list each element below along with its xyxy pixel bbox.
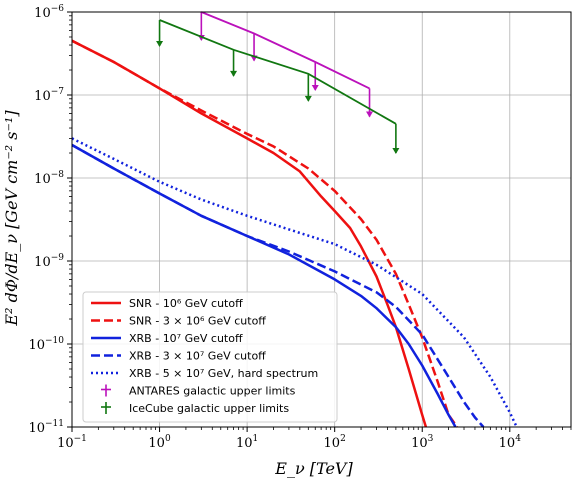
ticks-group: 10−1 100 101 102 103 104 10−11 10−10 10−9 10−8 10−… bbox=[28, 4, 572, 451]
y-tick-label: 10−10 bbox=[28, 336, 64, 353]
x-axis-label: E_ν [TeV] bbox=[274, 459, 353, 478]
upper-limit-arrowhead bbox=[311, 84, 319, 91]
upper-limit-arrowhead bbox=[392, 148, 400, 155]
legend-label: ANTARES galactic upper limits bbox=[129, 385, 296, 398]
x-tick-label: 101 bbox=[236, 434, 258, 451]
upper-limit-arrowhead bbox=[366, 111, 374, 118]
x-tick-label: 102 bbox=[324, 434, 346, 451]
y-tick-label: 10−7 bbox=[34, 87, 64, 104]
legend-label: XRB - 10⁷ GeV cutoff bbox=[129, 332, 243, 345]
legend: SNR - 10⁶ GeV cutoff SNR - 3 × 10⁶ GeV cu… bbox=[82, 291, 338, 423]
series-line bbox=[71, 39, 428, 428]
y-tick-label: 10−6 bbox=[34, 4, 64, 21]
y-tick-label: 10−8 bbox=[34, 170, 64, 187]
legend-box bbox=[82, 291, 338, 423]
series-line bbox=[71, 143, 457, 428]
legend-label: SNR - 3 × 10⁶ GeV cutoff bbox=[129, 315, 266, 328]
upper-limit-arrowhead bbox=[156, 40, 164, 47]
upper-limits-group bbox=[156, 11, 400, 155]
y-axis-label: E² dΦ/dE_ν [GeV cm⁻² s⁻¹] bbox=[2, 110, 21, 327]
upper-limit-arrowhead bbox=[230, 70, 238, 77]
y-tick-label: 10−9 bbox=[34, 253, 64, 270]
series-group bbox=[71, 39, 518, 428]
upper-limit-arrowhead bbox=[304, 95, 312, 102]
legend-label: XRB - 5 × 10⁷ GeV, hard spectrum bbox=[129, 367, 318, 380]
legend-label: IceCube galactic upper limits bbox=[129, 402, 289, 415]
upper-limit-line bbox=[200, 11, 370, 90]
legend-label: XRB - 3 × 10⁷ GeV cutoff bbox=[129, 350, 266, 363]
y-tick-label: 10−11 bbox=[28, 419, 64, 436]
x-tick-label: 10−1 bbox=[57, 434, 87, 451]
series-line bbox=[71, 39, 459, 428]
upper-limit-line bbox=[159, 19, 397, 125]
x-tick-label: 100 bbox=[148, 434, 171, 451]
x-tick-label: 103 bbox=[411, 434, 434, 451]
legend-label: SNR - 10⁶ GeV cutoff bbox=[129, 297, 243, 310]
series-line bbox=[71, 143, 485, 428]
x-tick-label: 104 bbox=[499, 434, 522, 451]
